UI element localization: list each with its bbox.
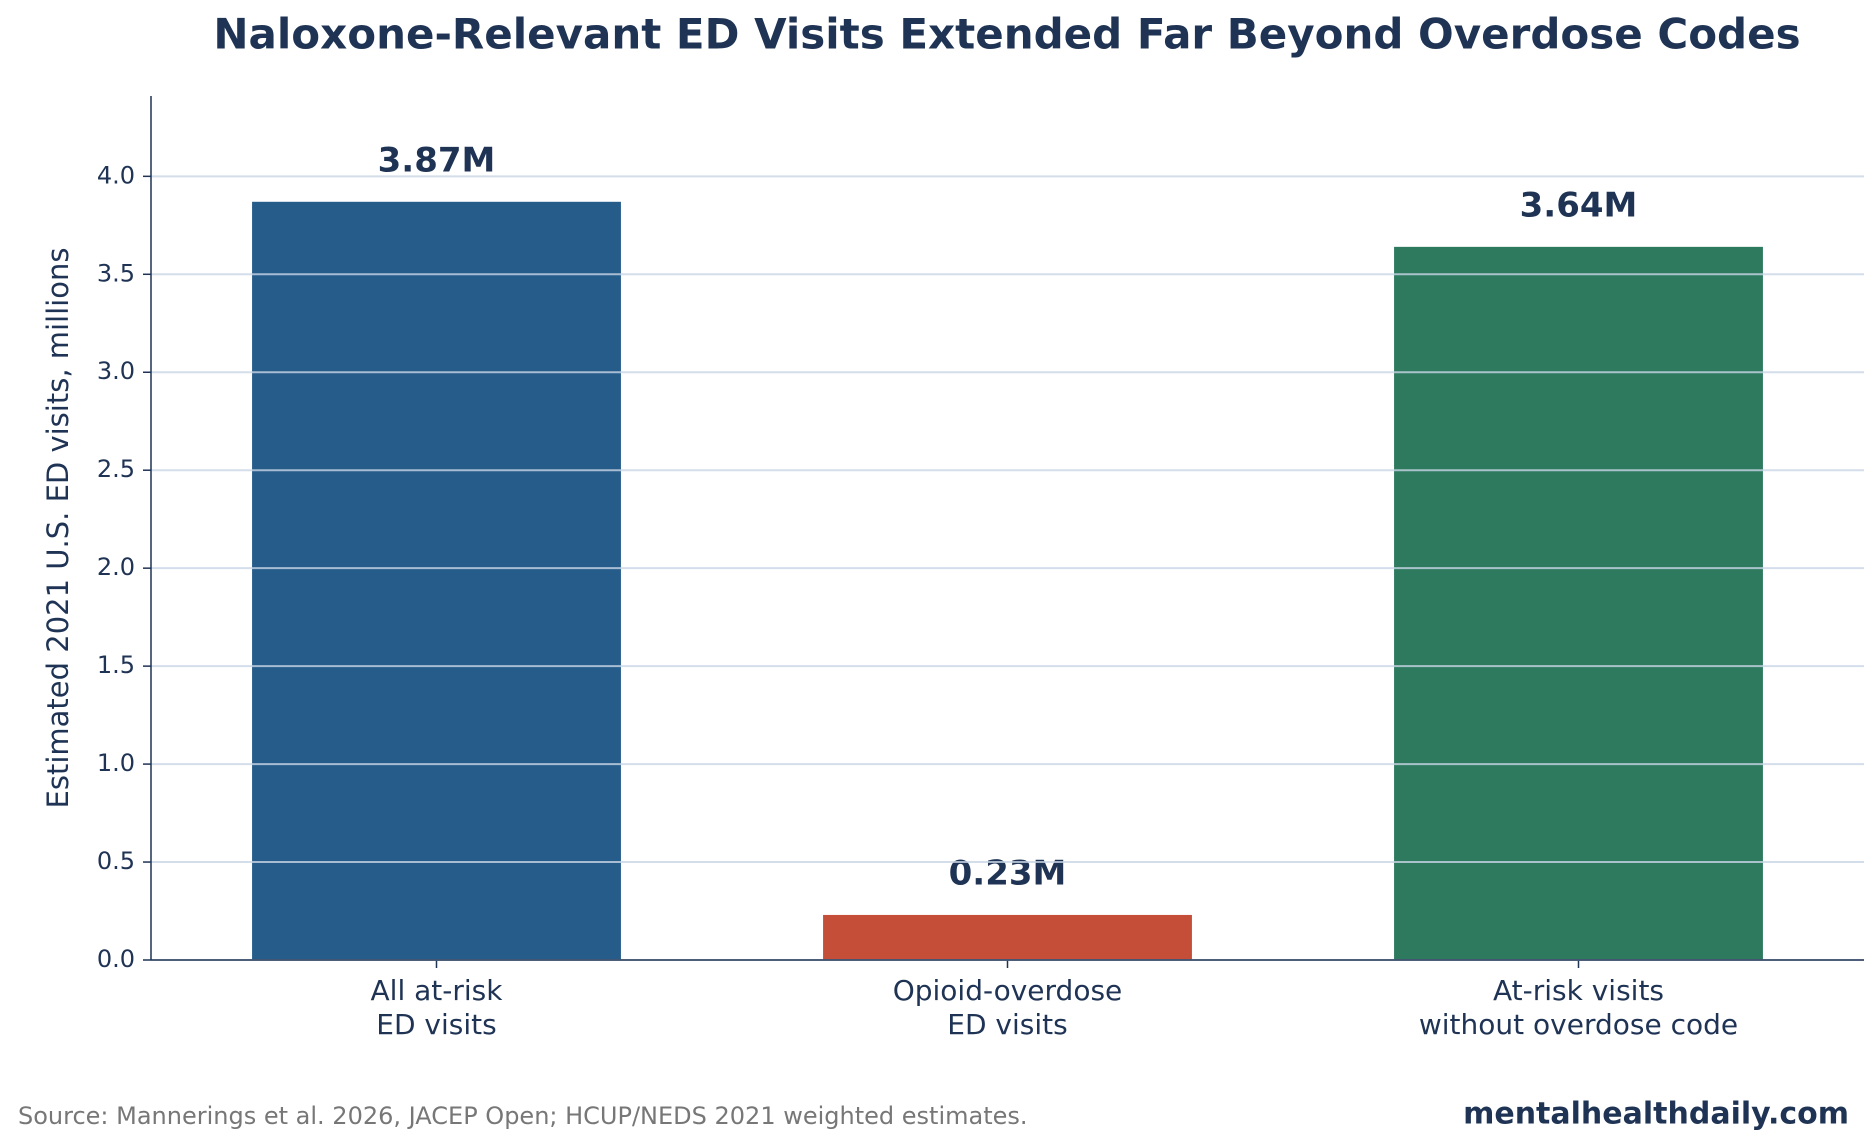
x-tick-label: without overdose code: [1419, 1008, 1738, 1041]
y-tick-label: 3.5: [97, 259, 135, 287]
y-tick-label: 2.0: [97, 553, 135, 581]
value-label: 3.64M: [1520, 185, 1638, 225]
bar: [1394, 246, 1763, 960]
y-tick-label: 1.5: [97, 651, 135, 679]
source-note: Source: Mannerings et al. 2026, JACEP Op…: [18, 1102, 1028, 1130]
x-tick-label: Opioid-overdose: [893, 974, 1123, 1007]
value-label: 0.23M: [949, 853, 1067, 893]
x-tick-label: ED visits: [947, 1008, 1067, 1041]
value-label: 3.87M: [378, 140, 496, 180]
y-tick-label: 2.5: [97, 455, 135, 483]
y-axis-label: Estimated 2021 U.S. ED visits, millions: [41, 248, 75, 809]
bar: [823, 914, 1192, 960]
y-tick-label: 1.0: [97, 749, 135, 777]
x-tick-label: ED visits: [376, 1008, 496, 1041]
x-tick-label: At-risk visits: [1493, 974, 1664, 1007]
brand: mentalhealthdaily.com: [1463, 1097, 1849, 1132]
y-tick-label: 0.0: [97, 945, 135, 973]
bar: [252, 201, 621, 961]
y-tick-label: 3.0: [97, 357, 135, 385]
x-tick-label: All at-risk: [371, 974, 504, 1007]
y-tick-label: 0.5: [97, 847, 135, 875]
y-tick-label: 4.0: [97, 161, 135, 189]
chart-title: Naloxone-Relevant ED Visits Extended Far…: [213, 10, 1800, 59]
